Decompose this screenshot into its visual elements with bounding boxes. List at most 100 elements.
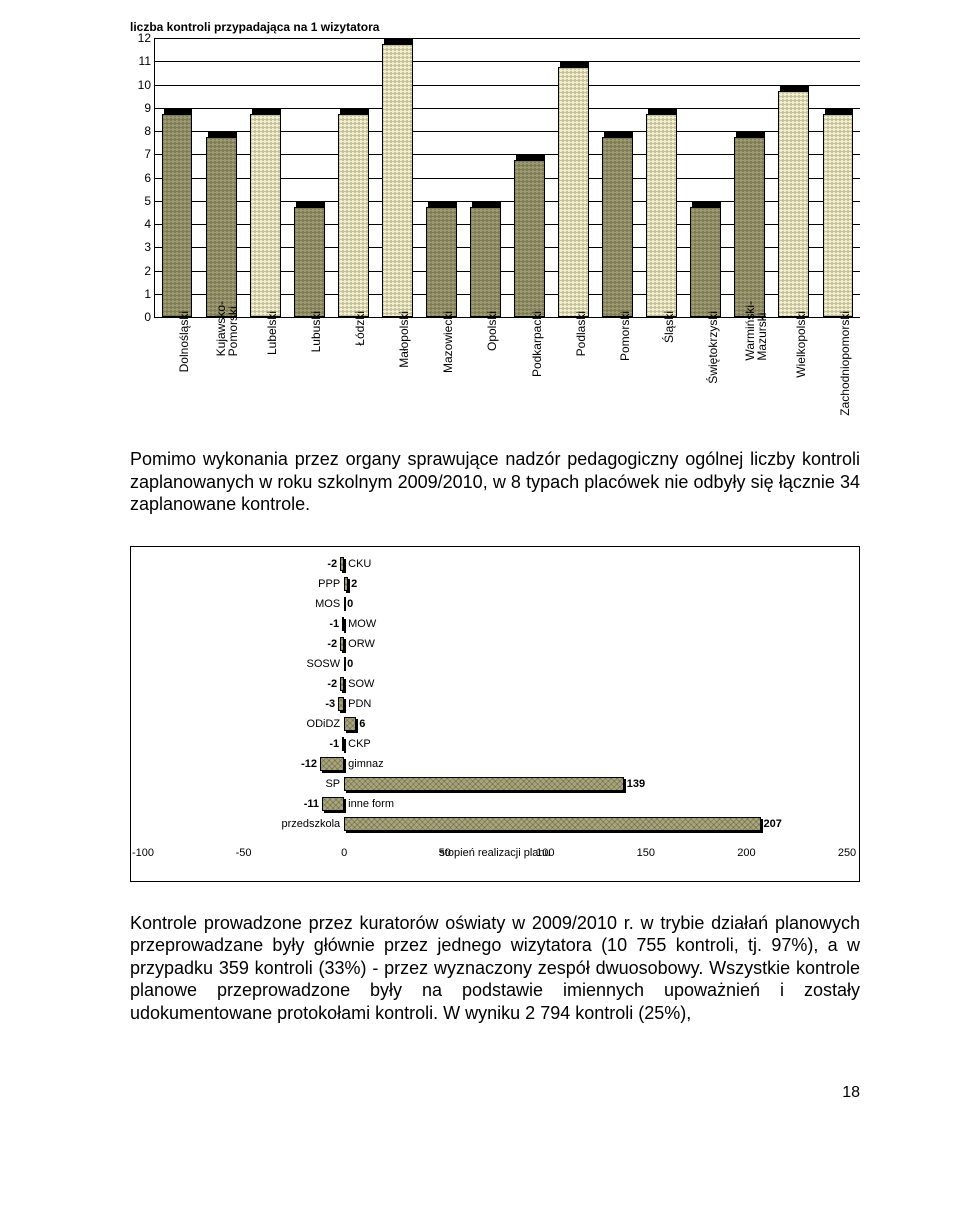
- chart1-bar: [338, 108, 369, 317]
- chart2-value: -11: [304, 798, 319, 810]
- chart2-category: ORW: [348, 638, 375, 650]
- chart2-category: MOW: [348, 618, 376, 630]
- chart1-bar: [250, 108, 281, 317]
- chart2-bar: [342, 617, 344, 631]
- chart1-xtick: Zachodniopomorski: [838, 311, 852, 416]
- chart2-bar: [344, 717, 356, 731]
- chart1-xtick: Podkarpacki: [530, 311, 544, 377]
- chart2-bar: [338, 697, 344, 711]
- chart2-bar: [340, 637, 344, 651]
- chart1-bar: [382, 38, 413, 317]
- chart2-value: -1: [329, 618, 339, 630]
- chart1-xtick: Łódzki: [353, 311, 367, 346]
- chart2-category: inne form: [348, 798, 394, 810]
- chart2-value: 2: [351, 578, 357, 590]
- chart2-value: -2: [327, 638, 337, 650]
- chart1-xtick: Śląski: [662, 311, 676, 343]
- chart1-bar: [426, 201, 457, 317]
- chart2-bar: [344, 577, 348, 591]
- chart1-ytick: 12: [131, 31, 151, 45]
- chart2-category: przedszkola: [281, 818, 340, 830]
- chart2-bar: [344, 657, 346, 671]
- chart2-xtick: 100: [536, 847, 554, 859]
- chart2-category: SOSW: [307, 658, 341, 670]
- chart2-category: SP: [325, 778, 340, 790]
- paragraph-2: Kontrole prowadzone przez kuratorów oświ…: [130, 912, 860, 1025]
- chart1-bar: [778, 85, 809, 318]
- paragraph-1: Pomimo wykonania przez organy sprawujące…: [130, 448, 860, 516]
- chart2-value: -12: [301, 758, 317, 770]
- chart2-value: -2: [327, 558, 337, 570]
- chart1-xtick: Świętokrzyski: [706, 311, 720, 384]
- chart1-vertical-bar: 0123456789101112DolnośląskiKujawsko-Pomo…: [130, 38, 860, 318]
- chart2-xtick: 0: [341, 847, 347, 859]
- chart1-bar: [162, 108, 193, 317]
- chart2-value: 0: [347, 598, 353, 610]
- chart1-bar: [294, 201, 325, 317]
- chart2-value: -1: [329, 738, 339, 750]
- chart2-category: MOS: [315, 598, 340, 610]
- chart2-bar: [340, 557, 344, 571]
- chart2-value: 0: [347, 658, 353, 670]
- chart2-category: SOW: [348, 678, 374, 690]
- chart2-xtick: 150: [637, 847, 655, 859]
- chart1-title: liczba kontroli przypadająca na 1 wizyta…: [130, 20, 860, 34]
- chart2-value: 6: [359, 718, 365, 730]
- chart1-xtick: Lubelski: [265, 311, 279, 355]
- chart1-xtick: Podlaski: [574, 311, 588, 356]
- chart1-ytick: 5: [131, 194, 151, 208]
- chart2-category: CKU: [348, 558, 371, 570]
- chart1-xtick: Kujawsko-Pomorski: [215, 301, 239, 356]
- chart1-bar: [823, 108, 854, 317]
- chart2-value: 207: [764, 818, 782, 830]
- chart1-xtick: Wielkopolski: [794, 311, 808, 378]
- chart2-xtick: 50: [439, 847, 451, 859]
- chart2-bar: [344, 777, 624, 791]
- chart2-bar: [322, 797, 344, 811]
- chart2-horizontal-bar: CKU -2 PPP 2 MOS 0 MOW -1 ORW -2 SOSW 0 SOW -2 PDN -3 OD…: [130, 546, 860, 882]
- chart1-xtick: Pomorski: [618, 311, 632, 361]
- chart1-ytick: 1: [131, 287, 151, 301]
- chart1-ytick: 10: [131, 78, 151, 92]
- chart2-bar: [342, 737, 344, 751]
- chart2-xtick: 200: [737, 847, 755, 859]
- chart2-value: -3: [325, 698, 335, 710]
- chart2-category: PDN: [348, 698, 371, 710]
- chart1-bar: [558, 61, 589, 317]
- chart2-bar: [320, 757, 344, 771]
- chart2-value: -2: [327, 678, 337, 690]
- chart1-ytick: 0: [131, 310, 151, 324]
- chart1-bar: [690, 201, 721, 317]
- page-number: 18: [130, 1084, 860, 1102]
- chart1-bar: [734, 131, 765, 317]
- chart1-xtick: Mazowiecki: [441, 311, 455, 373]
- chart2-category: PPP: [318, 578, 340, 590]
- chart2-category: ODiDZ: [307, 718, 341, 730]
- chart1-bar: [470, 201, 501, 317]
- chart2-category: gimnaz: [348, 758, 383, 770]
- chart2-xtick: 250: [838, 847, 856, 859]
- chart1-bar: [514, 154, 545, 317]
- chart2-bar: [344, 817, 760, 831]
- chart2-bar: [340, 677, 344, 691]
- chart1-ytick: 11: [131, 54, 151, 68]
- chart1-ytick: 9: [131, 101, 151, 115]
- chart2-bar: [344, 597, 346, 611]
- chart1-ytick: 7: [131, 147, 151, 161]
- chart1-ytick: 2: [131, 264, 151, 278]
- chart1-xtick: Lubuski: [309, 311, 323, 352]
- chart1-xtick: Opolski: [485, 311, 499, 351]
- chart2-xtick: -100: [132, 847, 154, 859]
- chart1-bar: [602, 131, 633, 317]
- chart1-ytick: 6: [131, 171, 151, 185]
- chart2-value: 139: [627, 778, 645, 790]
- chart1-ytick: 3: [131, 240, 151, 254]
- chart1-xtick: Dolnośląski: [177, 311, 191, 372]
- chart1-xtick: Warmiński-Mazurski: [744, 301, 768, 361]
- chart1-bar: [206, 131, 237, 317]
- chart2-category: CKP: [348, 738, 371, 750]
- chart1-ytick: 8: [131, 124, 151, 138]
- chart1-bar: [646, 108, 677, 317]
- chart1-ytick: 4: [131, 217, 151, 231]
- chart2-xtick: -50: [236, 847, 252, 859]
